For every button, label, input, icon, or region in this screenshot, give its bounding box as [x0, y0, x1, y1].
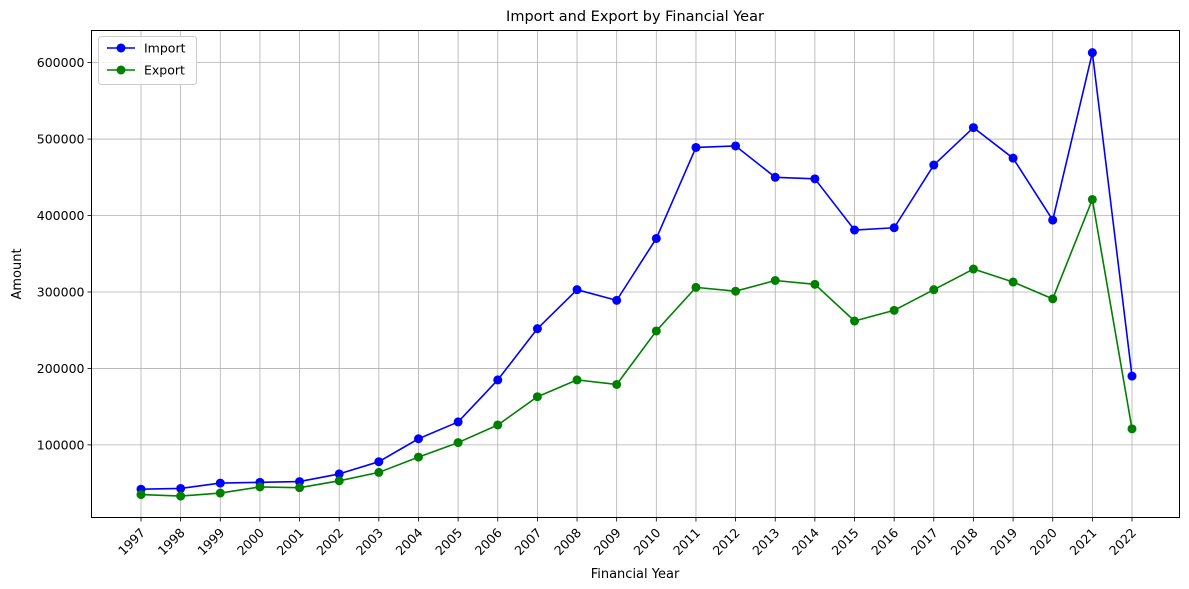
- series-export-point: [374, 467, 384, 477]
- series-export-point: [532, 392, 542, 402]
- series-export-point: [770, 275, 780, 285]
- series-export-point: [215, 488, 225, 498]
- series-export-point: [612, 379, 622, 389]
- series-export-point: [651, 326, 661, 336]
- chart-title: Import and Export by Financial Year: [506, 9, 764, 25]
- series-import-point: [334, 469, 344, 479]
- series-import-point: [612, 295, 622, 305]
- series-import-point: [1008, 153, 1018, 163]
- series-import-point: [651, 233, 661, 243]
- series-import-point: [1127, 371, 1137, 381]
- y-tick-label: 600000: [37, 55, 85, 70]
- series-export-point: [1048, 294, 1058, 304]
- series-export-point: [572, 375, 582, 385]
- series-import-point: [493, 375, 503, 385]
- y-tick-label: 300000: [37, 284, 85, 299]
- series-import-point: [1048, 215, 1058, 225]
- series-export-point: [295, 483, 305, 493]
- series-export-point: [731, 286, 741, 296]
- legend-import-label: Import: [144, 41, 186, 56]
- series-import-point: [413, 434, 423, 444]
- y-tick-label: 500000: [37, 132, 85, 147]
- series-import-point: [850, 225, 860, 235]
- series-import-point: [691, 142, 701, 152]
- x-axis-label: Financial Year: [591, 567, 680, 582]
- y-tick-label: 100000: [37, 437, 85, 452]
- legend-import-marker: [116, 43, 126, 53]
- series-export-point: [334, 476, 344, 486]
- series-import-point: [731, 141, 741, 151]
- series-export-point: [136, 490, 146, 500]
- series-import-point: [215, 478, 225, 488]
- plot-frame: [91, 30, 1180, 518]
- series-export-point: [453, 438, 463, 448]
- series-export-point: [850, 316, 860, 326]
- y-tick-label: 400000: [37, 208, 85, 223]
- series-import-point: [572, 285, 582, 295]
- series-export-line: [140, 198, 1133, 497]
- legend: Import Export: [98, 36, 197, 85]
- series-import-point: [1087, 48, 1097, 58]
- series-export-point: [889, 305, 899, 315]
- series-export-point: [493, 420, 503, 430]
- legend-export-label: Export: [144, 63, 185, 78]
- y-tick-label: 200000: [37, 361, 85, 376]
- series-export-point: [810, 279, 820, 289]
- series-export-point: [1087, 194, 1097, 204]
- series-import-point: [929, 160, 939, 170]
- series-export-point: [1127, 424, 1137, 434]
- series-layer: [136, 48, 1137, 501]
- series-import-point: [374, 457, 384, 467]
- series-import-point: [453, 417, 463, 427]
- grid: [91, 30, 1180, 518]
- series-import-line: [140, 51, 1133, 491]
- series-export-point: [968, 264, 978, 274]
- legend-export-marker: [116, 65, 126, 75]
- series-export-point: [255, 482, 265, 492]
- series-import-point: [889, 223, 899, 233]
- series-export-point: [176, 491, 186, 501]
- y-axis-label: Amount: [10, 248, 25, 299]
- series-export-point: [691, 282, 701, 292]
- series-export-point: [929, 285, 939, 295]
- series-import-point: [176, 483, 186, 493]
- series-import-point: [532, 324, 542, 334]
- series-export-point: [1008, 277, 1018, 287]
- series-import-point: [810, 174, 820, 184]
- series-import-point: [968, 123, 978, 133]
- series-export-point: [413, 452, 423, 462]
- series-import-point: [770, 172, 780, 182]
